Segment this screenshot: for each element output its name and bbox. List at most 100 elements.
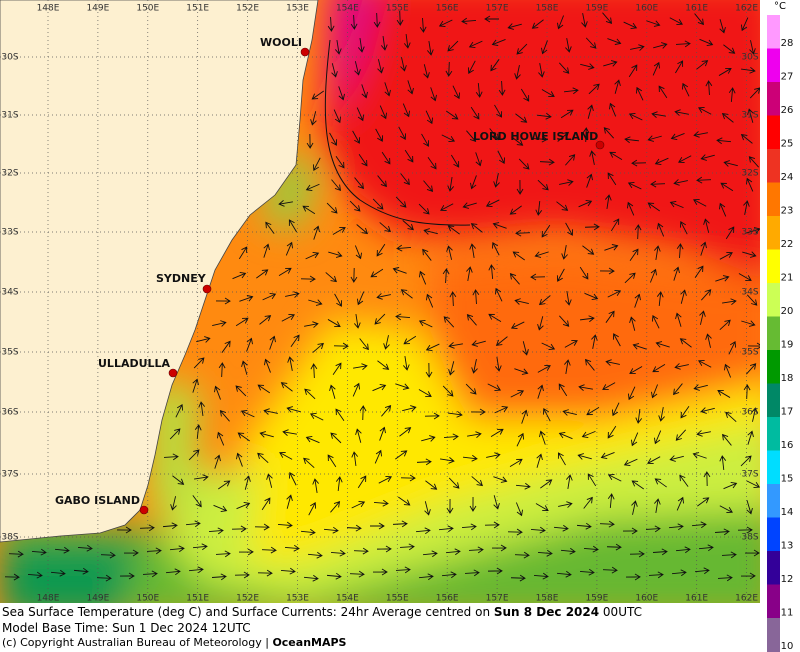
current-arrow	[332, 226, 346, 235]
current-arrow	[376, 243, 386, 257]
current-arrow	[288, 219, 297, 233]
current-arrow	[303, 457, 315, 469]
current-arrow	[510, 321, 525, 330]
current-arrow	[284, 544, 300, 552]
current-arrow	[423, 180, 434, 193]
current-arrow	[330, 549, 346, 557]
longitude-label: 150E	[136, 594, 159, 604]
current-arrow	[442, 385, 454, 397]
current-arrow	[470, 408, 486, 416]
current-arrow	[442, 268, 450, 284]
current-arrow	[723, 160, 738, 167]
current-arrow	[582, 127, 590, 143]
current-arrow	[740, 17, 749, 32]
current-arrow	[194, 424, 202, 440]
current-arrow	[194, 474, 209, 481]
current-arrow	[705, 80, 713, 96]
current-arrow	[515, 502, 523, 517]
colorbar-unit: °C	[774, 1, 786, 12]
current-arrow	[541, 224, 551, 238]
current-arrow	[286, 406, 301, 413]
current-arrow	[278, 267, 292, 277]
current-arrow	[280, 567, 296, 575]
current-arrow	[467, 431, 482, 438]
current-arrow	[495, 336, 508, 346]
brand: OceanMAPS	[272, 636, 347, 649]
current-arrow	[423, 228, 438, 235]
current-arrow	[196, 336, 211, 343]
current-arrow	[515, 482, 531, 490]
current-arrow	[221, 340, 231, 353]
current-arrow	[670, 133, 685, 140]
current-arrow	[652, 61, 661, 76]
current-arrow	[628, 112, 643, 121]
current-arrow	[537, 384, 544, 399]
current-arrow	[416, 458, 432, 466]
current-arrow	[447, 40, 459, 52]
current-arrow	[579, 315, 595, 323]
longitude-labels: 148E 148E 149E 149E 150E 150E 151E 151E 152E 152E…	[37, 4, 759, 604]
current-arrow	[721, 113, 734, 123]
current-arrow	[751, 407, 758, 422]
current-arrow	[400, 289, 413, 299]
current-arrow	[281, 313, 295, 322]
current-arrow	[139, 524, 155, 532]
current-arrow	[462, 202, 477, 209]
current-arrow	[512, 251, 525, 261]
current-arrow	[334, 40, 342, 55]
current-arrow	[566, 474, 573, 489]
longitude-label: 156E	[436, 594, 459, 604]
current-arrow	[425, 110, 434, 125]
longitude-label: 161E	[685, 594, 708, 604]
current-arrow	[556, 201, 569, 211]
current-arrow	[443, 316, 455, 328]
longitude-label: 148E	[37, 594, 60, 604]
current-arrow	[679, 338, 692, 348]
current-arrow	[361, 84, 368, 99]
current-arrow	[350, 14, 358, 30]
current-arrow	[379, 426, 386, 441]
current-arrow	[424, 412, 440, 420]
latitude-label: 31S	[741, 111, 758, 121]
current-arrow	[446, 245, 453, 260]
current-arrow	[585, 37, 597, 49]
current-arrow	[722, 433, 732, 446]
current-arrow	[520, 88, 530, 102]
current-arrow	[609, 151, 623, 161]
current-arrow	[630, 44, 645, 51]
current-arrow	[257, 384, 271, 394]
current-arrow	[219, 410, 230, 422]
longitude-label: 162E	[735, 4, 758, 14]
current-arrow	[514, 65, 521, 80]
current-arrow	[602, 566, 618, 574]
current-arrow	[580, 63, 595, 70]
current-arrow	[326, 572, 342, 580]
current-arrow	[586, 406, 600, 416]
colorbar-cell	[767, 417, 780, 451]
current-arrow	[404, 149, 414, 163]
current-arrow	[308, 502, 317, 516]
current-arrow	[607, 425, 617, 439]
colorbar-cell	[767, 551, 780, 585]
current-arrow	[329, 384, 336, 399]
current-arrow	[486, 452, 501, 459]
current-arrow	[441, 134, 456, 143]
current-arrow	[494, 104, 503, 118]
current-arrow	[565, 154, 576, 166]
current-arrow	[329, 132, 338, 146]
current-arrow	[400, 474, 416, 482]
longitude-label: 152E	[236, 4, 259, 14]
current-arrow	[498, 80, 506, 96]
current-arrow	[737, 526, 753, 534]
colorbar-label: 13	[781, 541, 794, 552]
current-arrow	[565, 291, 572, 306]
current-arrow	[354, 61, 361, 76]
current-arrow	[631, 480, 645, 490]
current-arrow	[238, 548, 254, 556]
current-arrow	[581, 430, 596, 438]
current-arrow	[522, 341, 529, 356]
current-arrow	[395, 196, 407, 208]
current-arrow	[308, 299, 323, 306]
current-arrow	[539, 430, 546, 445]
